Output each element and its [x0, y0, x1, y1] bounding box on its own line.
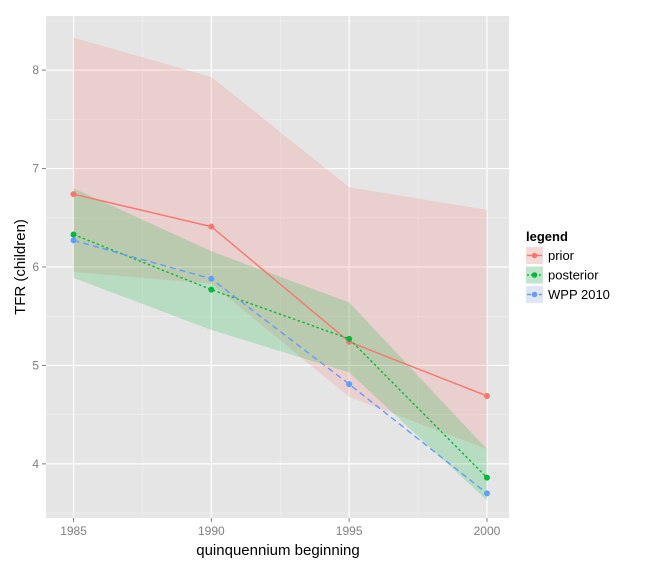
data-point-1-0 — [70, 231, 77, 238]
legend-title: legend — [526, 229, 568, 244]
y-tick-label: 7 — [32, 162, 39, 176]
band-1 — [73, 188, 487, 501]
legend-label: WPP 2010 — [548, 287, 610, 302]
x-tick-label: 1995 — [336, 524, 363, 538]
legend-key-point — [531, 272, 538, 278]
x-axis-title: quinquennium beginning — [196, 542, 359, 559]
y-tick-label: 8 — [32, 63, 39, 77]
y-axis-ticks: 4 5 6 7 8 — [32, 63, 46, 471]
series-line-1 — [73, 233, 488, 479]
band-0 — [73, 37, 487, 450]
data-point-2-3 — [483, 490, 490, 497]
x-axis-ticks: 1985 1990 1995 2000 — [60, 518, 501, 538]
legend-label: prior — [548, 248, 575, 263]
legend-label: posterior — [548, 268, 599, 283]
data-point-0-1 — [208, 223, 215, 230]
data-point-1-2 — [346, 335, 353, 342]
y-tick-label: 4 — [32, 457, 39, 471]
legend-key-point — [531, 291, 538, 298]
major-gridlines — [46, 16, 509, 518]
data-point-2-1 — [208, 275, 215, 282]
legend-key-point — [531, 252, 538, 259]
uncertainty-bands — [73, 37, 487, 501]
y-axis-title: TFR (children) — [12, 219, 29, 315]
data-point-0-3 — [483, 392, 490, 399]
legend: legend prior posterior WPP 2010 — [526, 229, 610, 303]
series-line-2 — [73, 239, 488, 494]
x-tick-label: 1990 — [198, 524, 225, 538]
series-points — [70, 191, 490, 497]
data-point-2-0 — [70, 237, 77, 244]
data-point-1-3 — [483, 474, 490, 481]
data-point-1-1 — [208, 286, 215, 293]
data-point-0-0 — [70, 191, 77, 198]
y-tick-label: 5 — [32, 358, 39, 372]
series-lines — [73, 193, 488, 494]
data-point-2-2 — [346, 381, 353, 388]
series-line-0 — [73, 193, 488, 397]
x-tick-label: 2000 — [474, 524, 501, 538]
y-tick-label: 6 — [32, 260, 39, 274]
x-tick-label: 1985 — [60, 524, 87, 538]
